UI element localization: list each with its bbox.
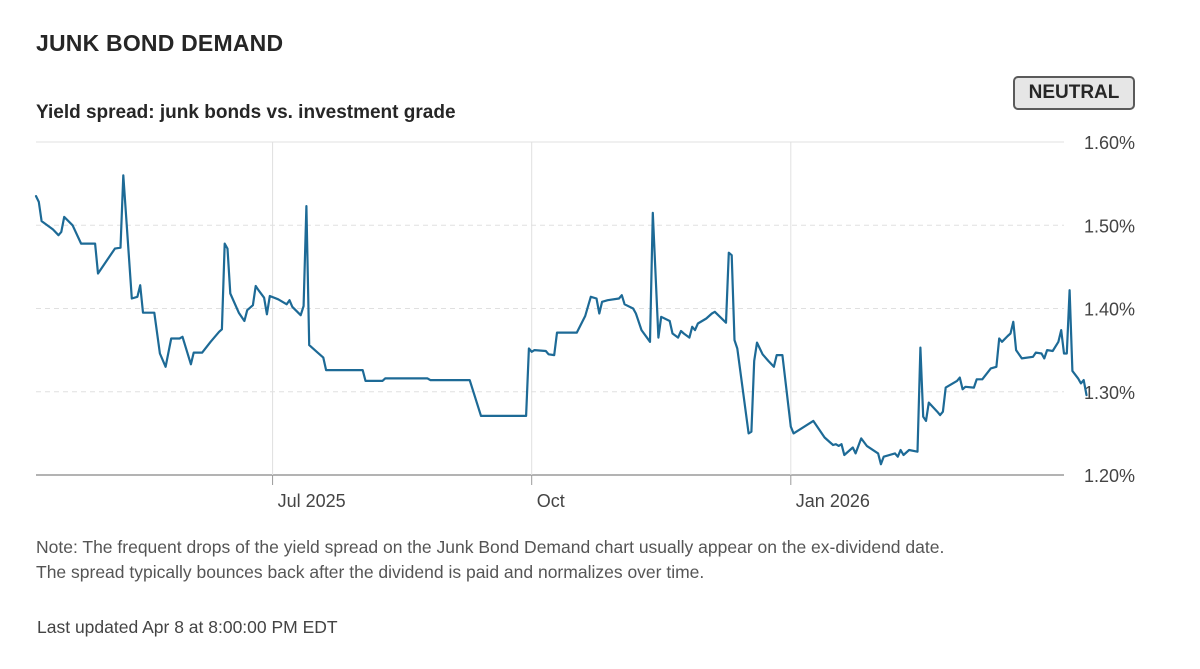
page-title: JUNK BOND DEMAND: [36, 30, 284, 56]
rating-badge: NEUTRAL: [1013, 76, 1135, 110]
note-line-1: Note: The frequent drops of the yield sp…: [36, 537, 945, 557]
x-tick-label: Oct: [537, 491, 565, 511]
y-tick-label: 1.60%: [1084, 133, 1135, 153]
x-tick-label: Jan 2026: [796, 491, 870, 511]
chart-subtitle: Yield spread: junk bonds vs. investment …: [36, 102, 456, 123]
y-tick-label: 1.20%: [1084, 466, 1135, 486]
series-line: [34, 174, 1088, 466]
note-line-2: The spread typically bounces back after …: [36, 562, 705, 582]
y-tick-label: 1.50%: [1084, 216, 1135, 236]
chart-note: Note: The frequent drops of the yield sp…: [36, 535, 1166, 585]
x-tick-label: Jul 2025: [278, 491, 346, 511]
y-tick-label: 1.40%: [1084, 300, 1135, 320]
last-updated: Last updated Apr 8 at 8:00:00 PM EDT: [37, 617, 338, 637]
y-tick-label: 1.30%: [1084, 383, 1135, 403]
